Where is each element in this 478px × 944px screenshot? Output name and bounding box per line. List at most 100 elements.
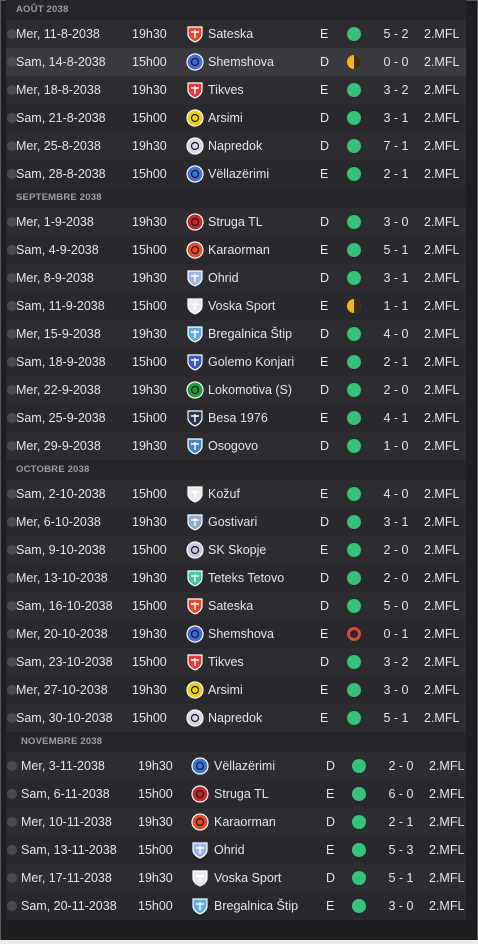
match-score[interactable]: 4 - 0: [383, 327, 409, 341]
opponent-name[interactable]: Napredok: [208, 139, 263, 153]
fixture-row[interactable]: Sam, 2-10-2038 15h00 Kožuf E 4 - 0 2.MFL: [6, 480, 466, 508]
competition[interactable]: 2.MFL: [424, 683, 460, 697]
match-score[interactable]: 5 - 1: [388, 871, 414, 885]
fixture-row[interactable]: Mer, 6-10-2038 19h30 Gostivari D 3 - 1 2.MFL: [6, 508, 466, 536]
row-check-icon[interactable]: [7, 713, 17, 723]
fixture-row[interactable]: Sam, 4-9-2038 15h00 Karaorman E 5 - 1 2.MFL: [6, 236, 466, 264]
opponent-name[interactable]: Bregalnica Štip: [208, 327, 293, 341]
row-check-icon[interactable]: [7, 573, 17, 583]
fixture-row[interactable]: Mer, 25-8-2038 19h30 Napredok D 7 - 1 2.MFL: [6, 132, 466, 160]
row-check-icon[interactable]: [7, 329, 17, 339]
fixture-row[interactable]: Mer, 29-9-2038 19h30 Osogovo D 1 - 0 2.MFL: [6, 432, 466, 460]
fixture-row[interactable]: Mer, 8-9-2038 19h30 Ohrid D 3 - 1 2.MFL: [6, 264, 466, 292]
row-check-icon[interactable]: [7, 141, 17, 151]
opponent-name[interactable]: Shemshova: [208, 627, 275, 641]
competition[interactable]: 2.MFL: [424, 27, 460, 41]
competition[interactable]: 2.MFL: [424, 215, 460, 229]
opponent-name[interactable]: Ohrid: [214, 843, 245, 857]
competition[interactable]: 2.MFL: [424, 327, 460, 341]
club-crest-icon[interactable]: [186, 409, 204, 427]
fixture-row[interactable]: Mer, 15-9-2038 19h30 Bregalnica Štip D 4 - 0…: [6, 320, 466, 348]
row-check-icon[interactable]: [7, 169, 17, 179]
competition[interactable]: 2.MFL: [429, 759, 465, 773]
competition[interactable]: 2.MFL: [424, 487, 460, 501]
club-crest-icon[interactable]: [186, 53, 204, 71]
opponent-name[interactable]: Tikves: [208, 83, 244, 97]
match-score[interactable]: 3 - 2: [383, 83, 409, 97]
club-crest-icon[interactable]: [186, 485, 204, 503]
fixture-row[interactable]: Sam, 13-11-2038 15h00 Ohrid E 5 - 3 2.MFL: [6, 836, 466, 864]
row-check-icon[interactable]: [7, 489, 17, 499]
row-check-icon[interactable]: [7, 273, 17, 283]
competition[interactable]: 2.MFL: [429, 899, 465, 913]
row-check-icon[interactable]: [7, 385, 17, 395]
row-check-icon[interactable]: [7, 301, 17, 311]
opponent-name[interactable]: Arsimi: [208, 111, 243, 125]
club-crest-icon[interactable]: [186, 437, 204, 455]
club-crest-icon[interactable]: [186, 213, 204, 231]
opponent-name[interactable]: Besa 1976: [208, 411, 268, 425]
fixture-row[interactable]: Mer, 3-11-2038 19h30 Vëllazërimi D 2 - 0 2.MF…: [6, 752, 466, 780]
match-score[interactable]: 4 - 0: [383, 487, 409, 501]
competition[interactable]: 2.MFL: [424, 571, 460, 585]
row-check-icon[interactable]: [7, 217, 17, 227]
opponent-name[interactable]: Arsimi: [208, 683, 243, 697]
opponent-name[interactable]: Teteks Tetovo: [208, 571, 285, 585]
match-score[interactable]: 3 - 2: [383, 655, 409, 669]
opponent-name[interactable]: Struga TL: [214, 787, 269, 801]
row-check-icon[interactable]: [7, 873, 17, 883]
fixture-row[interactable]: Sam, 16-10-2038 15h00 Sateska D 5 - 0 2.MFL: [6, 592, 466, 620]
row-check-icon[interactable]: [7, 789, 17, 799]
club-crest-icon[interactable]: [186, 653, 204, 671]
match-score[interactable]: 3 - 0: [383, 215, 409, 229]
club-crest-icon[interactable]: [191, 841, 209, 859]
match-score[interactable]: 2 - 0: [383, 543, 409, 557]
match-score[interactable]: 5 - 0: [383, 599, 409, 613]
competition[interactable]: 2.MFL: [424, 55, 460, 69]
row-check-icon[interactable]: [7, 901, 17, 911]
fixture-row[interactable]: Mer, 17-11-2038 19h30 Voska Sport D 5 - 1 2.M…: [6, 864, 466, 892]
match-score[interactable]: 3 - 0: [383, 683, 409, 697]
row-check-icon[interactable]: [7, 85, 17, 95]
club-crest-icon[interactable]: [186, 353, 204, 371]
opponent-name[interactable]: Vëllazërimi: [214, 759, 276, 773]
opponent-name[interactable]: Struga TL: [208, 215, 263, 229]
row-check-icon[interactable]: [7, 413, 17, 423]
match-score[interactable]: 7 - 1: [383, 139, 409, 153]
competition[interactable]: 2.MFL: [424, 655, 460, 669]
opponent-name[interactable]: Bregalnica Štip: [214, 899, 299, 913]
competition[interactable]: 2.MFL: [424, 627, 460, 641]
row-check-icon[interactable]: [7, 517, 17, 527]
row-check-icon[interactable]: [7, 817, 17, 827]
competition[interactable]: 2.MFL: [424, 711, 460, 725]
club-crest-icon[interactable]: [186, 25, 204, 43]
row-check-icon[interactable]: [7, 545, 17, 555]
opponent-name[interactable]: Gostivari: [208, 515, 258, 529]
club-crest-icon[interactable]: [186, 513, 204, 531]
club-crest-icon[interactable]: [186, 297, 204, 315]
competition[interactable]: 2.MFL: [429, 871, 465, 885]
match-score[interactable]: 0 - 1: [383, 627, 409, 641]
match-score[interactable]: 3 - 1: [383, 515, 409, 529]
row-check-icon[interactable]: [7, 657, 17, 667]
club-crest-icon[interactable]: [191, 757, 209, 775]
club-crest-icon[interactable]: [191, 869, 209, 887]
match-score[interactable]: 2 - 1: [388, 815, 414, 829]
match-score[interactable]: 3 - 0: [388, 899, 414, 913]
club-crest-icon[interactable]: [186, 109, 204, 127]
fixture-row[interactable]: Sam, 14-8-2038 15h00 Shemshova D 0 - 0 2.MFL: [6, 48, 466, 76]
club-crest-icon[interactable]: [186, 325, 204, 343]
match-score[interactable]: 1 - 0: [383, 439, 409, 453]
row-check-icon[interactable]: [7, 29, 17, 39]
row-check-icon[interactable]: [7, 685, 17, 695]
competition[interactable]: 2.MFL: [424, 139, 460, 153]
club-crest-icon[interactable]: [186, 569, 204, 587]
match-score[interactable]: 2 - 0: [383, 571, 409, 585]
opponent-name[interactable]: Sateska: [208, 27, 254, 41]
match-score[interactable]: 2 - 1: [383, 167, 409, 181]
opponent-name[interactable]: Voska Sport: [208, 299, 276, 313]
match-score[interactable]: 0 - 0: [383, 55, 409, 69]
opponent-name[interactable]: Osogovo: [208, 439, 259, 453]
match-score[interactable]: 6 - 0: [388, 787, 414, 801]
opponent-name[interactable]: Karaorman: [214, 815, 276, 829]
